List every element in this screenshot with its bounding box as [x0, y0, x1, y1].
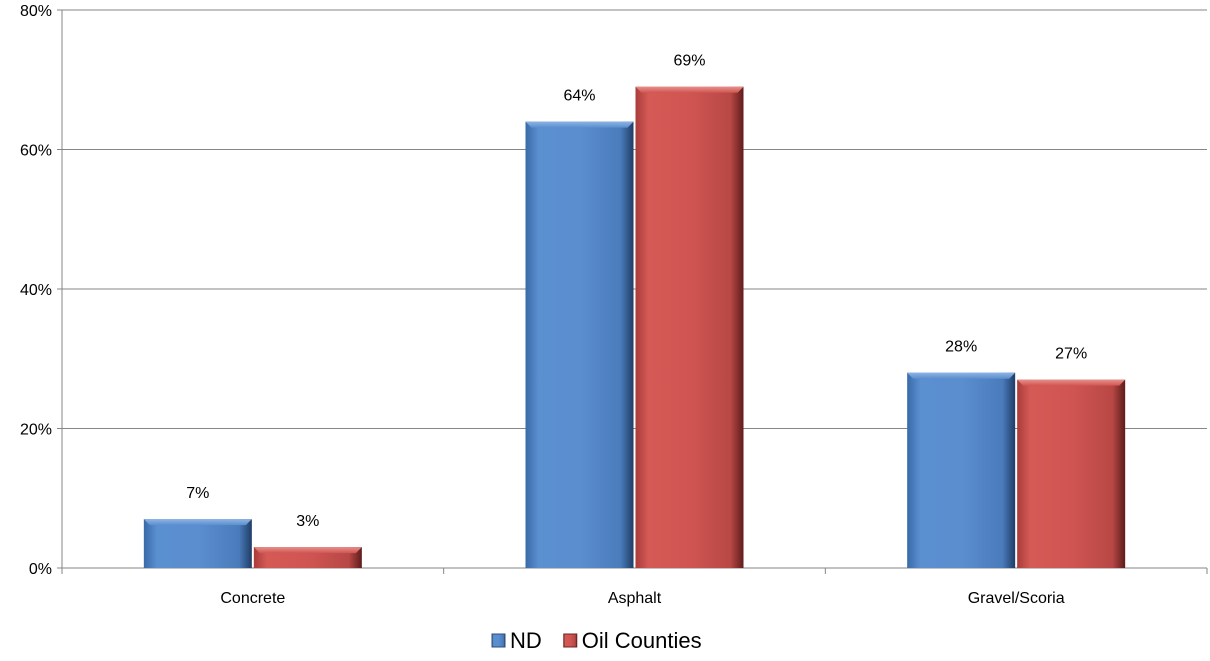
- legend-label: Oil Counties: [582, 628, 702, 653]
- y-tick-label: 60%: [20, 143, 52, 160]
- data-label: 7%: [186, 485, 209, 502]
- x-category-label: Concrete: [220, 590, 285, 607]
- bar-nd: [907, 372, 1016, 568]
- bar-body: [525, 121, 634, 568]
- bar-bevel: [1017, 379, 1126, 386]
- bar-bevel: [635, 86, 744, 93]
- legend-swatch: [563, 633, 578, 648]
- bar-nd: [525, 121, 634, 568]
- bar-body: [1017, 379, 1126, 568]
- data-label: 64%: [563, 88, 595, 105]
- x-category-label: Asphalt: [608, 590, 662, 607]
- bar-oil-counties: [635, 86, 744, 568]
- legend-swatch: [491, 633, 506, 648]
- axes: 0% 20% 40% 60% 80% Concrete Asphalt Gravel/Scor…: [20, 3, 1208, 607]
- bar-nd: [143, 519, 252, 568]
- bar-bevel: [253, 547, 362, 554]
- data-label: 28%: [945, 339, 977, 356]
- y-tick-label: 20%: [20, 422, 52, 439]
- bars: [143, 86, 1126, 568]
- bar-bevel: [143, 519, 252, 526]
- data-label: 3%: [296, 513, 319, 530]
- bar-body: [635, 86, 744, 568]
- y-tick-label: 0%: [29, 561, 52, 578]
- y-tick-label: 80%: [20, 3, 52, 20]
- bar-bevel: [907, 372, 1016, 379]
- bar-body: [143, 519, 252, 568]
- bar-bevel: [525, 121, 634, 128]
- y-tick-label: 40%: [20, 282, 52, 299]
- bar-oil-counties: [1017, 379, 1126, 568]
- data-label: 69%: [673, 53, 705, 70]
- gridlines: [62, 9, 1207, 429]
- data-label: 27%: [1055, 346, 1087, 363]
- data-labels: 7% 3% 64% 69% 28% 27%: [186, 53, 1087, 530]
- legend-label: ND: [510, 628, 542, 653]
- x-category-label: Gravel/Scoria: [968, 590, 1065, 607]
- bar-body: [907, 372, 1016, 568]
- legend-item: Oil Counties: [563, 628, 702, 653]
- legend: ND Oil Counties: [491, 628, 702, 653]
- bar-oil-counties: [253, 547, 362, 568]
- legend-item: ND: [491, 628, 542, 653]
